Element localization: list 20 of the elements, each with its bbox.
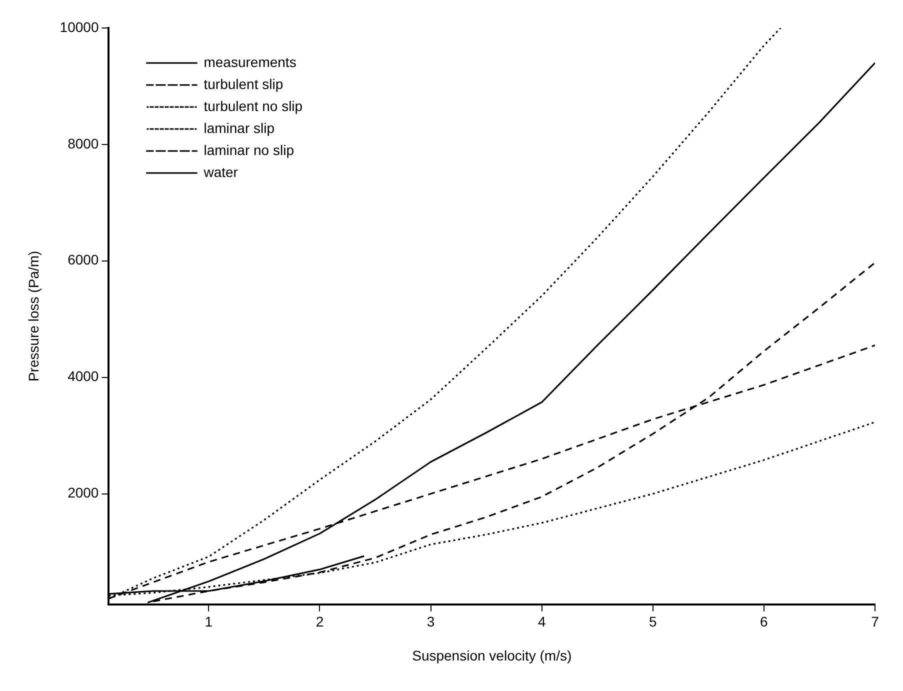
x-tick-label: 6 — [760, 614, 768, 630]
y-tick-label: 2000 — [68, 484, 99, 501]
legend-label: laminar slip — [204, 120, 275, 136]
legend-label: water — [202, 164, 238, 180]
x-tick-label: 7 — [871, 614, 880, 630]
x-tick-label: 4 — [538, 614, 546, 630]
legend-label: measurements — [204, 54, 296, 70]
x-tick-label: 2 — [316, 614, 324, 630]
x-tick-label: 5 — [648, 614, 657, 630]
y-tick-label: 4000 — [68, 368, 99, 384]
x-axis-title: Suspension velocity (m/s) — [412, 647, 572, 664]
y-tick-label: 8000 — [68, 135, 99, 152]
y-axis-title: Pressure loss (Pa/m) — [25, 250, 42, 382]
y-tick-label: 10000 — [60, 18, 99, 35]
legend-label: turbulent slip — [204, 76, 284, 92]
x-tick-label: 3 — [426, 614, 435, 630]
x-tick-label: 1 — [204, 614, 213, 630]
y-tick-label: 6000 — [68, 252, 99, 268]
legend-label: laminar no slip — [204, 142, 294, 158]
legend-label: turbulent no slip — [204, 98, 303, 114]
